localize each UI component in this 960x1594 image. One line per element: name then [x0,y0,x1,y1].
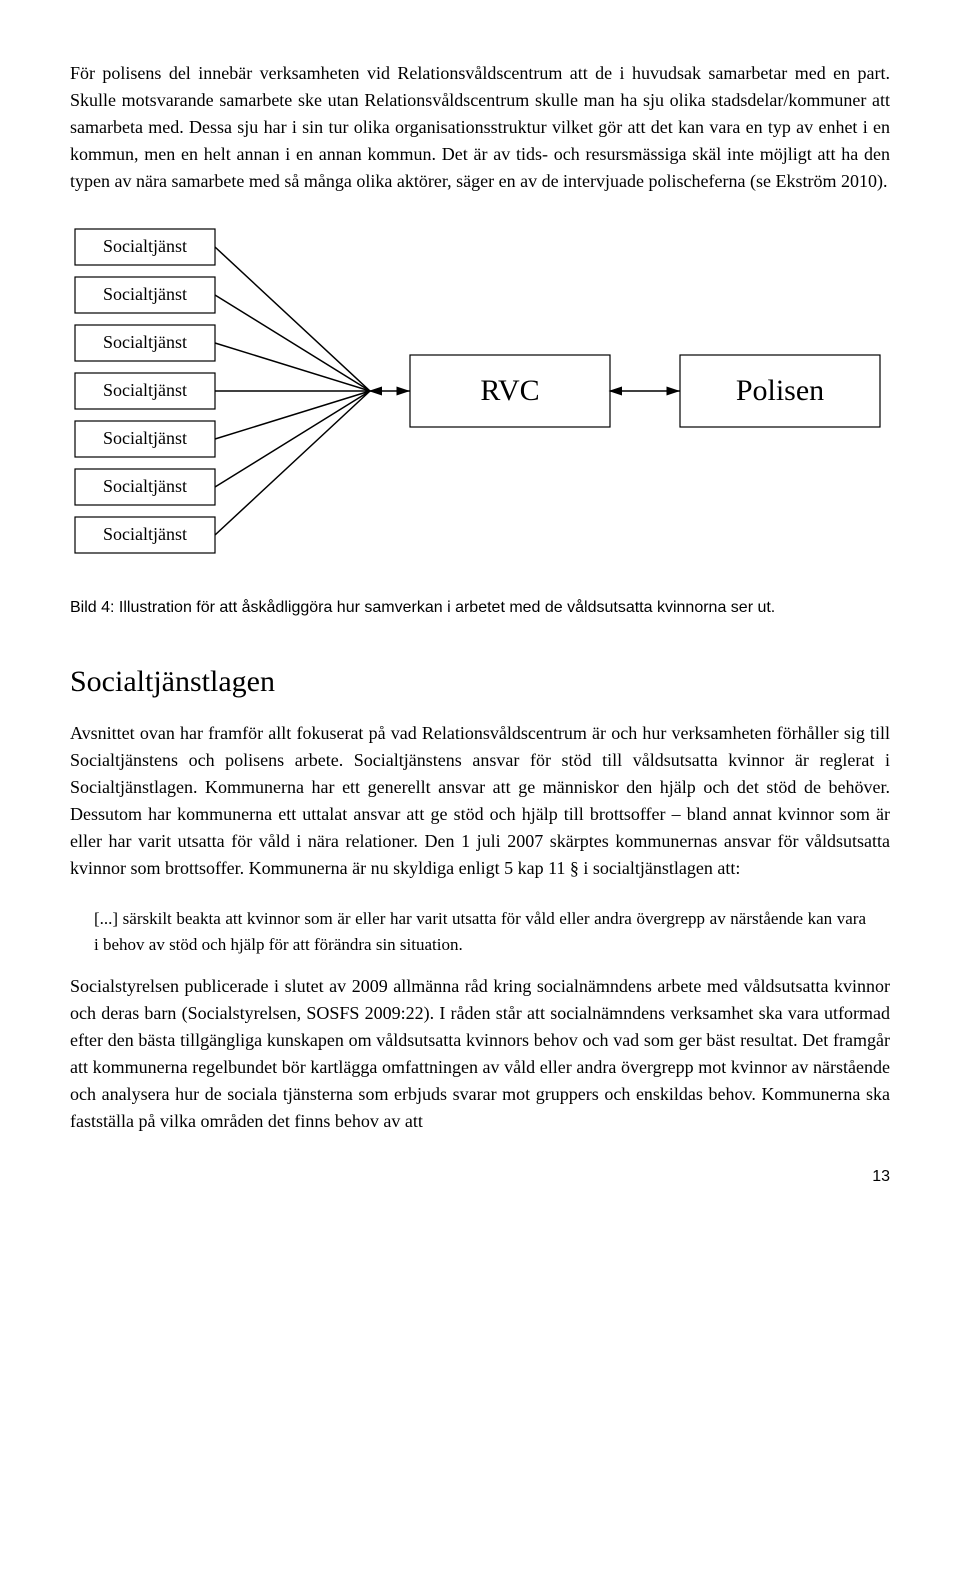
svg-text:Socialtjänst: Socialtjänst [103,284,187,304]
svg-text:Socialtjänst: Socialtjänst [103,380,187,400]
svg-text:Socialtjänst: Socialtjänst [103,332,187,352]
svg-text:Socialtjänst: Socialtjänst [103,524,187,544]
figure-caption: Bild 4: Illustration för att åskådliggör… [70,597,890,619]
intro-paragraph: För polisens del innebär verksamheten vi… [70,60,890,195]
section-paragraph-1: Avsnittet ovan har framför allt fokusera… [70,720,890,882]
svg-text:Polisen: Polisen [736,374,824,407]
law-quote: [...] särskilt beakta att kvinnor som är… [94,906,866,957]
section-heading: Socialtjänstlagen [70,659,890,704]
collaboration-diagram: Socialtjänst Socialtjänst Socialtjänst Soci… [70,219,890,579]
page-number: 13 [70,1165,890,1189]
svg-text:Socialtjänst: Socialtjänst [103,428,187,448]
svg-text:Socialtjänst: Socialtjänst [103,236,187,256]
svg-text:Socialtjänst: Socialtjänst [103,476,187,496]
section-paragraph-2: Socialstyrelsen publicerade i slutet av … [70,973,890,1135]
svg-text:RVC: RVC [480,374,539,407]
